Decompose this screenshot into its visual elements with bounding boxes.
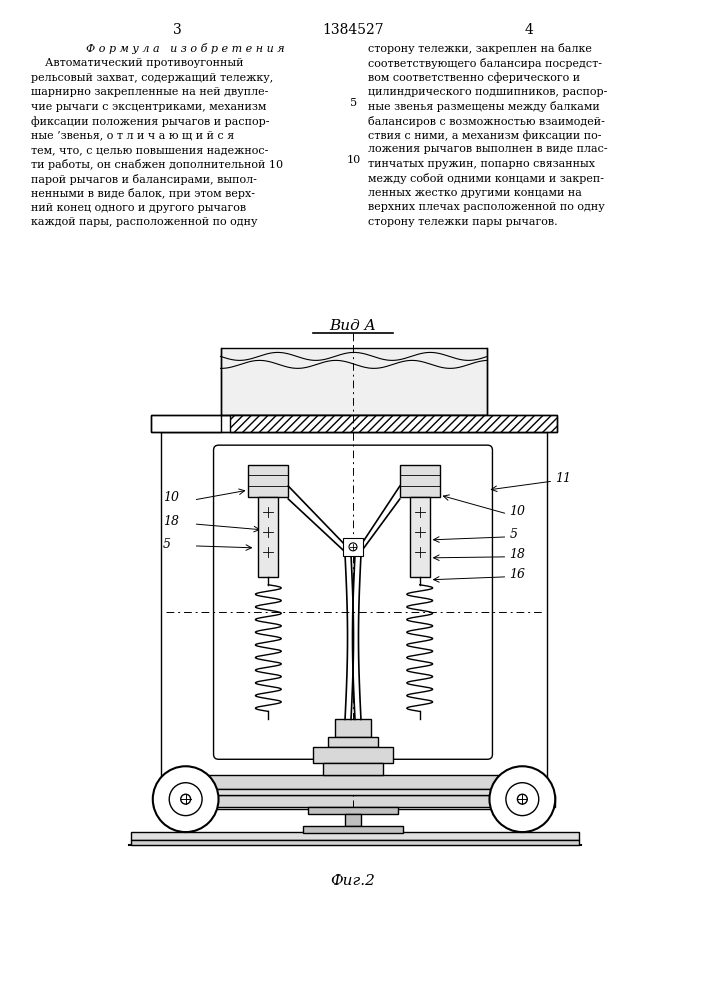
Text: между собой одними концами и закреп-: между собой одними концами и закреп-	[368, 173, 604, 184]
Bar	[131, 832, 579, 840]
Text: 10: 10	[347, 155, 361, 165]
Circle shape	[153, 766, 218, 832]
Text: ний конец одного и другого рычагов: ний конец одного и другого рычагов	[31, 203, 247, 213]
Text: Ф о р м у л а   и з о б р е т е н и я: Ф о р м у л а и з о б р е т е н и я	[86, 43, 285, 54]
Bar	[308, 807, 398, 814]
Text: Автоматический противоугонный: Автоматический противоугонный	[31, 58, 244, 68]
Bar	[335, 719, 371, 737]
Bar	[221, 348, 487, 415]
Bar	[410, 497, 430, 577]
Text: 11: 11	[555, 472, 571, 485]
Text: ложения рычагов выполнен в виде плас-: ложения рычагов выполнен в виде плас-	[368, 144, 607, 154]
Bar	[151, 415, 557, 432]
Text: 5: 5	[509, 528, 518, 541]
Text: ные ’звенья, о т л и ч а ю щ и й с я: ные ’звенья, о т л и ч а ю щ и й с я	[31, 131, 235, 141]
Text: 5: 5	[351, 98, 358, 108]
Bar	[151, 415, 221, 432]
Bar	[230, 415, 557, 432]
Text: чие рычаги с эксцентриками, механизм: чие рычаги с эксцентриками, механизм	[31, 102, 267, 112]
Text: сторону тележки пары рычагов.: сторону тележки пары рычагов.	[368, 217, 558, 227]
Text: Вид A: Вид A	[329, 319, 376, 333]
Text: каждой пары, расположенной по одну: каждой пары, расположенной по одну	[31, 217, 258, 227]
Bar	[165, 775, 542, 789]
Text: рельсовый захват, содержащий тележку,: рельсовый захват, содержащий тележку,	[31, 73, 274, 83]
Text: 16: 16	[509, 568, 525, 581]
Text: ти работы, он снабжен дополнительной 10: ти работы, он снабжен дополнительной 10	[31, 159, 284, 170]
Text: цилиндрического подшипников, распор-: цилиндрического подшипников, распор-	[368, 87, 607, 97]
Bar	[303, 826, 403, 833]
Text: 10: 10	[509, 505, 525, 518]
Text: 18: 18	[509, 548, 525, 561]
Bar	[160, 432, 547, 809]
Bar	[323, 763, 383, 775]
Circle shape	[489, 766, 555, 832]
Text: фиксации положения рычагов и распор-: фиксации положения рычагов и распор-	[31, 116, 270, 127]
Text: 10: 10	[163, 491, 179, 504]
Text: тинчатых пружин, попарно связанных: тинчатых пружин, попарно связанных	[368, 159, 595, 169]
Text: парой рычагов и балансирами, выпол-: парой рычагов и балансирами, выпол-	[31, 174, 257, 185]
Text: 5: 5	[163, 538, 171, 551]
Text: соответствующего балансира посредст-: соответствующего балансира посредст-	[368, 58, 602, 69]
Circle shape	[518, 794, 527, 804]
Bar	[165, 789, 542, 795]
Text: тем, что, с целью повышения надежнос-: тем, что, с целью повышения надежнос-	[31, 145, 269, 155]
Text: балансиров с возможностью взаимодей-: балансиров с возможностью взаимодей-	[368, 116, 604, 127]
Bar	[313, 747, 393, 763]
Text: ленных жестко другими концами на: ленных жестко другими концами на	[368, 188, 582, 198]
Text: 4: 4	[525, 23, 534, 37]
Bar	[153, 795, 555, 807]
Bar	[328, 737, 378, 747]
Text: шарнирно закрепленные на ней двупле-: шарнирно закрепленные на ней двупле-	[31, 87, 269, 97]
Bar	[258, 497, 279, 577]
Circle shape	[349, 543, 357, 551]
Text: 1384527: 1384527	[322, 23, 384, 37]
Bar	[400, 465, 440, 497]
Circle shape	[169, 783, 202, 816]
Text: 3: 3	[173, 23, 182, 37]
Circle shape	[506, 783, 539, 816]
Bar	[343, 538, 363, 556]
Text: 18: 18	[163, 515, 179, 528]
Text: Фиг.2: Фиг.2	[331, 874, 375, 888]
Text: верхних плечах расположенной по одну: верхних плечах расположенной по одну	[368, 202, 604, 212]
Bar	[131, 840, 579, 845]
Text: ствия с ними, а механизм фиксации по-: ствия с ними, а механизм фиксации по-	[368, 130, 602, 141]
Bar	[345, 814, 361, 826]
Text: ненными в виде балок, при этом верх-: ненными в виде балок, при этом верх-	[31, 188, 255, 199]
Text: ные звенья размещены между балками: ные звенья размещены между балками	[368, 101, 600, 112]
Bar	[248, 465, 288, 497]
Circle shape	[181, 794, 191, 804]
Text: вом соответственно сферического и: вом соответственно сферического и	[368, 72, 580, 83]
Text: сторону тележки, закреплен на балке: сторону тележки, закреплен на балке	[368, 43, 592, 54]
